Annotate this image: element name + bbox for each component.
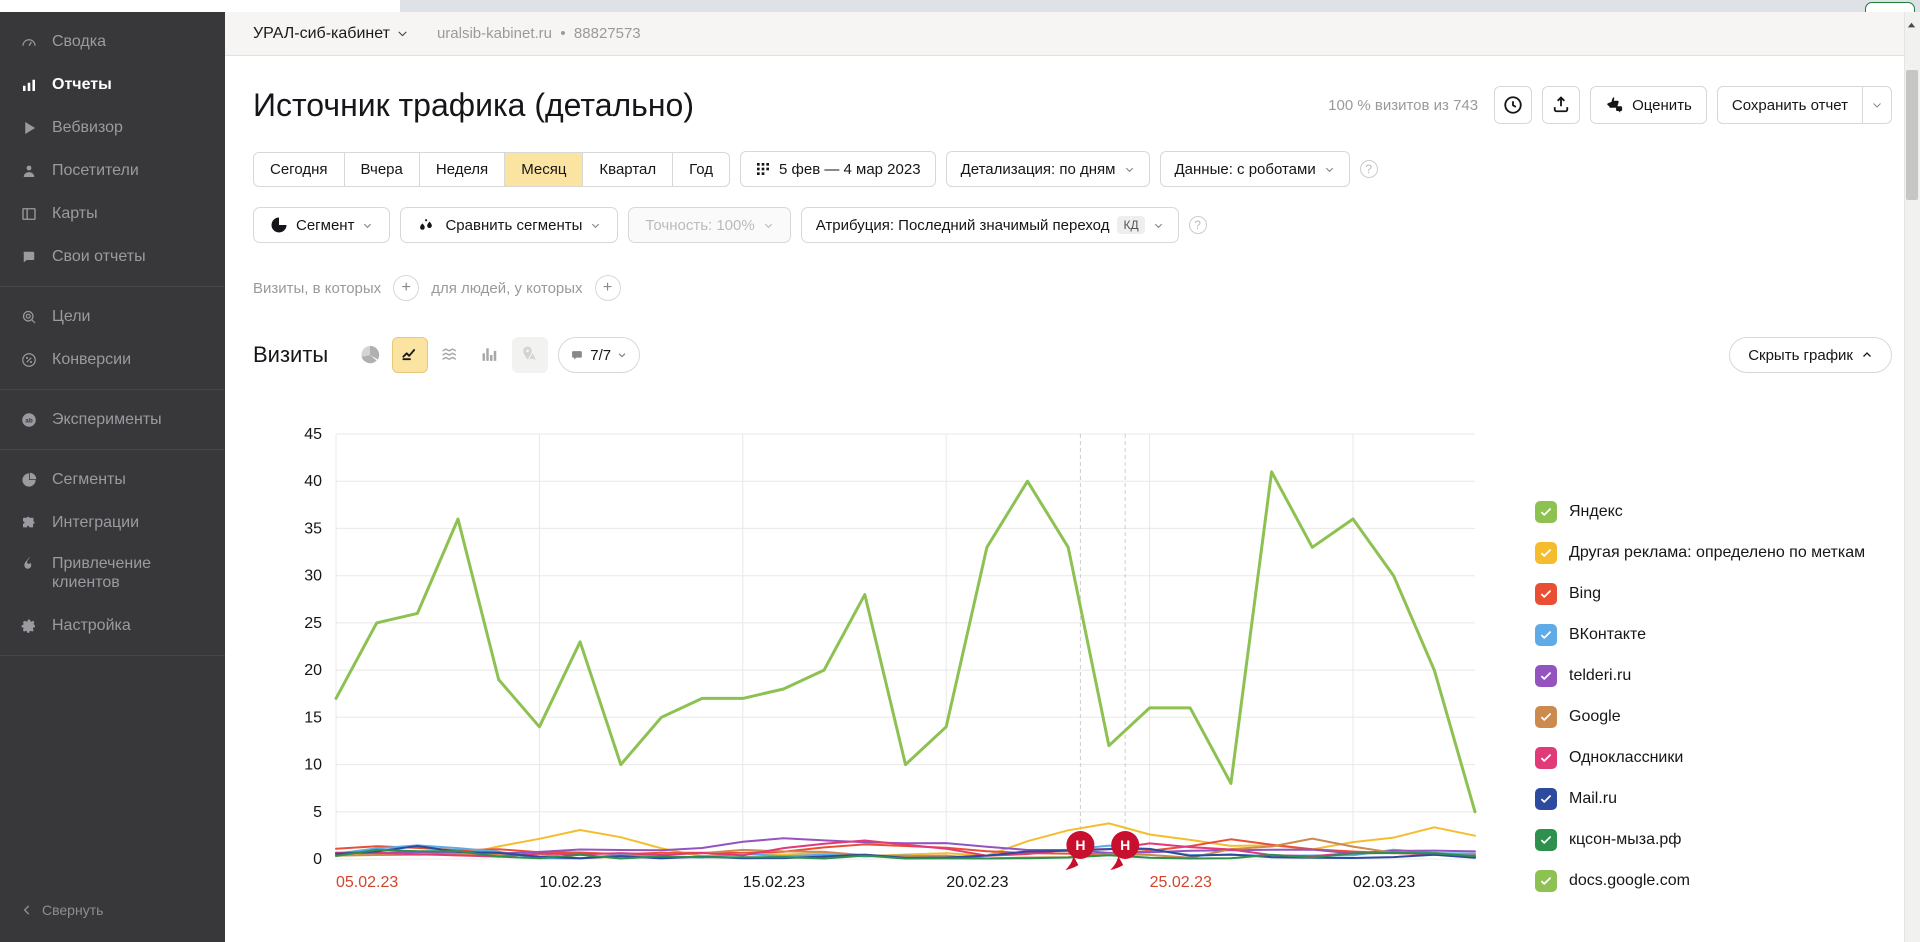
svg-text:02.03.23: 02.03.23 [1353,874,1415,891]
svg-text:45: 45 [304,426,322,443]
svg-text:20: 20 [304,662,322,679]
svg-text:15: 15 [304,709,322,726]
svg-text:10.02.23: 10.02.23 [539,874,601,891]
svg-text:20.02.23: 20.02.23 [946,874,1008,891]
svg-text:15.02.23: 15.02.23 [743,874,805,891]
svg-text:H: H [1075,837,1085,853]
svg-text:H: H [1120,837,1130,853]
svg-text:25.02.23: 25.02.23 [1150,874,1212,891]
svg-text:40: 40 [304,473,322,490]
svg-text:35: 35 [304,520,322,537]
svg-text:ab: ab [25,417,33,424]
svg-text:5: 5 [313,804,322,821]
svg-text:0: 0 [313,851,322,868]
svg-text:25: 25 [304,615,322,632]
svg-text:30: 30 [304,568,322,585]
svg-text:10: 10 [304,757,322,774]
svg-text:05.02.23: 05.02.23 [336,874,398,891]
